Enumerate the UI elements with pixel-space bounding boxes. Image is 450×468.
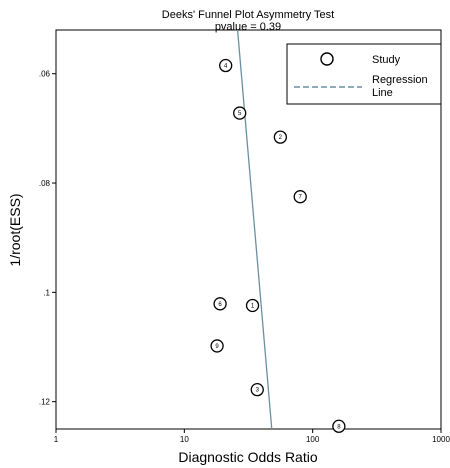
study-marker [245,298,260,313]
study-marker [219,58,233,73]
study-point: 6 [213,297,227,311]
study-point: 3 [250,382,264,397]
y-tick-label: .08 [39,179,51,188]
study-marker [250,382,264,397]
y-axis-title: 1/root(ESS) [7,193,23,266]
y-tick-label: .06 [39,70,51,79]
y-tick-label: .1 [43,288,50,297]
study-label: 7 [299,195,303,201]
study-point: 1 [245,298,260,313]
study-point: 7 [293,190,307,204]
y-tick-label: .12 [39,398,51,407]
study-label: 5 [238,111,242,117]
x-tick-label: 100 [306,435,320,444]
study-label: 8 [337,424,341,430]
study-point: 8 [332,419,346,433]
study-point: 9 [210,339,224,353]
study-label: 3 [256,388,260,394]
study-point: 2 [273,130,288,144]
study-label: 1 [251,303,255,309]
regression-line [236,29,273,430]
chart-subtitle: pvalue = 0.39 [215,21,281,33]
study-marker [233,106,247,120]
x-axis-title: Diagnostic Odds Ratio [178,449,318,465]
chart-title: Deeks' Funnel Plot Asymmetry Test [162,9,334,21]
study-point: 5 [233,106,247,120]
study-marker [210,339,224,353]
study-marker [332,419,346,433]
legend-study-marker [320,52,334,66]
x-tick-label: 1000 [432,435,450,444]
y-axis: .06 .08 .1 .12 [39,70,56,407]
legend-regression-label: Regression Line [372,74,431,99]
study-marker [273,130,288,144]
study-label: 4 [224,64,228,70]
legend-study-label: Study [372,54,401,66]
plot-area [55,29,442,430]
study-point: 4 [219,58,233,73]
x-tick-label: 1 [54,435,59,444]
points-layer: 4 5 2 7 6 1 9 3 8 [210,58,346,433]
x-tick-label: 10 [180,435,189,444]
legend-box [286,43,442,105]
study-label: 2 [279,135,283,141]
study-label: 6 [218,302,222,308]
legend: Study Regression Line [286,43,442,105]
regression-layer [236,29,273,430]
study-marker [213,297,227,311]
study-label: 9 [215,344,219,350]
x-axis: 1 10 100 1000 [54,429,450,444]
study-marker [293,190,307,204]
